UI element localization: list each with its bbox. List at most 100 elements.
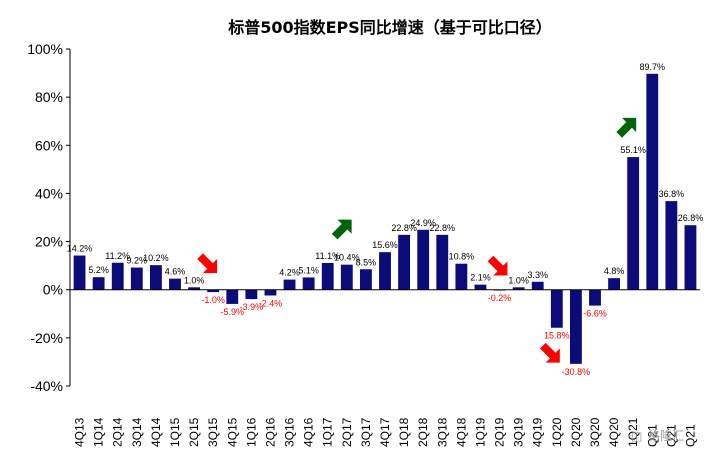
- x-tick-label: 4Q14: [149, 417, 163, 447]
- bar: [455, 263, 468, 290]
- x-tick-label: 2Q15: [187, 417, 201, 447]
- x-tick-label: 3Q17: [359, 417, 373, 447]
- x-tick-label: 3Q19: [512, 417, 526, 447]
- x-tick-label: 4Q20: [607, 417, 621, 447]
- bar: [379, 252, 391, 290]
- data-labels: 14.2%5.2%11.2%9.2%10.2%4.6%1.0%-1.0%-5.9…: [67, 62, 703, 377]
- data-label: -5.9%: [221, 307, 245, 317]
- x-tick-label: 2Q17: [340, 417, 354, 447]
- x-tick-label: 3Q16: [283, 417, 297, 447]
- bar: [531, 281, 544, 290]
- data-label: 22.8%: [391, 223, 417, 233]
- x-tick-label: 1Q14: [92, 417, 106, 447]
- data-label: 14.2%: [67, 244, 93, 254]
- bar: [512, 287, 525, 290]
- data-label: 4.6%: [165, 267, 186, 277]
- data-label: 10.2%: [143, 253, 169, 263]
- y-tick-label: 20%: [35, 234, 63, 250]
- bar: [321, 262, 334, 290]
- watermark-icon: ◫: [631, 429, 642, 443]
- x-tick-label: 4Q16: [302, 417, 316, 447]
- data-label: 15.6%: [372, 240, 398, 250]
- bar: [73, 255, 86, 290]
- bar: [283, 279, 296, 290]
- data-label: 10.8%: [449, 252, 475, 262]
- data-label: 9.2%: [127, 256, 148, 266]
- bar: [149, 265, 162, 290]
- x-tick-label: 1Q18: [397, 417, 411, 447]
- bar: [245, 289, 258, 300]
- data-label: 8.5%: [356, 257, 377, 267]
- data-label: 3.3%: [527, 270, 548, 280]
- x-tick-label: 3Q14: [130, 417, 144, 447]
- bar: [169, 278, 181, 290]
- x-tick-label: 2Q19: [493, 417, 507, 447]
- x-tick-label: 4Q19: [531, 417, 545, 447]
- data-label: 1.0%: [184, 275, 205, 285]
- bar: [188, 287, 201, 290]
- bar: [226, 289, 239, 304]
- bar: [264, 289, 277, 296]
- y-tick-label: 80%: [35, 89, 63, 105]
- bar: [646, 73, 659, 290]
- y-tick-label: 0%: [43, 282, 63, 298]
- bar: [627, 157, 640, 290]
- data-label: 10.4%: [334, 253, 360, 263]
- bar: [92, 277, 105, 290]
- x-tick-label: 3Q20: [588, 417, 602, 447]
- x-tick-label: 1Q17: [321, 417, 335, 447]
- x-tick-label: 3Q15: [206, 417, 220, 447]
- x-tick-label: 2Q14: [111, 417, 125, 447]
- trend-arrows: [197, 117, 637, 363]
- x-axis: 4Q13 1Q14 2Q14 3Q14 4Q14 1Q15 2Q15 3Q15 4Q15 1Q16…: [70, 289, 700, 447]
- data-label: 4.8%: [604, 266, 625, 276]
- arrow-up-icon: [616, 117, 637, 138]
- arrow-up-icon: [331, 219, 352, 240]
- bar: [398, 234, 411, 290]
- arrow-down-icon: [540, 342, 560, 363]
- watermark: ◫ 格隆汇: [631, 428, 684, 443]
- x-tick-label: Q21: [683, 424, 697, 447]
- bar: [665, 201, 678, 290]
- y-tick-label: 100%: [27, 41, 63, 57]
- data-label: 89.7%: [640, 62, 666, 72]
- data-label: 24.9%: [410, 218, 436, 228]
- y-tick-label: 60%: [35, 137, 63, 153]
- bar: [130, 267, 143, 290]
- data-label: 36.8%: [659, 189, 685, 199]
- arrow-down-icon: [197, 253, 218, 274]
- x-tick-label: 1Q21: [626, 417, 640, 447]
- x-tick-label: 2Q18: [416, 417, 430, 447]
- bar: [608, 278, 621, 290]
- x-tick-label: Q21: [664, 424, 678, 447]
- bar: [474, 284, 487, 290]
- data-label: -0.2%: [488, 293, 512, 303]
- y-tick-label: 40%: [35, 185, 63, 201]
- x-tick-label: 3Q18: [435, 417, 449, 447]
- data-label: -6.6%: [583, 309, 607, 319]
- y-tick-label: -40%: [30, 378, 63, 394]
- y-tick-label: -20%: [30, 330, 63, 346]
- bar: [589, 289, 601, 306]
- data-label: 5.1%: [298, 265, 319, 275]
- x-tick-label: 1Q20: [550, 417, 564, 447]
- chart-title: 标普500指数EPS同比增速（基于可比口径）: [227, 18, 552, 37]
- y-axis: 100% 80% 60% 40% 20% 0% -20% -40%: [27, 41, 71, 394]
- data-label: 11.2%: [105, 251, 130, 261]
- bar: [207, 289, 220, 293]
- data-label: 26.8%: [678, 213, 704, 223]
- data-label: 11.1%: [315, 251, 340, 261]
- data-label: 2.1%: [470, 273, 491, 283]
- data-label: 15.8%: [544, 331, 570, 341]
- data-label: -3.9%: [240, 302, 264, 312]
- data-label: 4.2%: [279, 268, 300, 278]
- x-tick-label: 4Q15: [225, 417, 239, 447]
- bar: [550, 289, 563, 328]
- x-tick-label: 4Q18: [454, 417, 468, 447]
- bars: [73, 73, 697, 364]
- data-label: 1.0%: [508, 275, 529, 285]
- data-label: 22.8%: [430, 223, 456, 233]
- bar: [111, 262, 124, 290]
- x-tick-label: Q21: [645, 424, 659, 447]
- x-tick-label: 1Q19: [473, 417, 487, 447]
